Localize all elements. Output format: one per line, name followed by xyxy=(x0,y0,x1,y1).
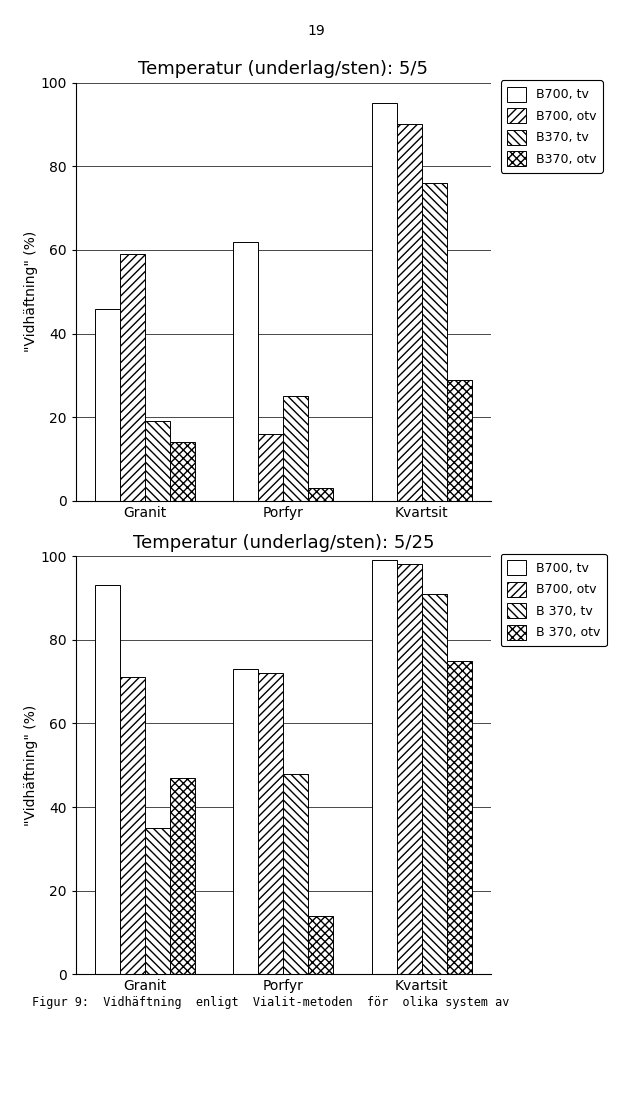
Y-axis label: "Vidhäftning" (%): "Vidhäftning" (%) xyxy=(24,231,38,352)
Bar xyxy=(258,673,283,974)
Legend: B700, tv, B700, otv, B 370, tv, B 370, otv: B700, tv, B700, otv, B 370, tv, B 370, o… xyxy=(501,554,606,646)
Bar xyxy=(422,183,447,501)
Bar xyxy=(372,560,397,974)
Bar xyxy=(308,489,333,501)
Bar xyxy=(447,380,472,501)
Bar xyxy=(170,777,194,974)
Bar xyxy=(308,916,333,974)
Bar xyxy=(120,677,145,974)
Bar xyxy=(422,593,447,974)
Title: Temperatur (underlag/sten): 5/25: Temperatur (underlag/sten): 5/25 xyxy=(132,534,434,552)
Bar xyxy=(283,396,308,501)
Bar xyxy=(95,586,120,974)
Bar xyxy=(372,103,397,501)
Bar xyxy=(95,308,120,501)
Bar xyxy=(145,422,170,501)
Title: Temperatur (underlag/sten): 5/5: Temperatur (underlag/sten): 5/5 xyxy=(138,61,429,78)
Bar xyxy=(258,434,283,501)
Text: Figur 9:  Vidhäftning  enligt  Vialit-metoden  för  olika system av: Figur 9: Vidhäftning enligt Vialit-metod… xyxy=(32,996,509,1010)
Bar xyxy=(120,254,145,501)
Legend: B700, tv, B700, otv, B370, tv, B370, otv: B700, tv, B700, otv, B370, tv, B370, otv xyxy=(501,80,603,173)
Text: 19: 19 xyxy=(308,24,325,39)
Bar xyxy=(447,661,472,974)
Bar xyxy=(145,828,170,974)
Bar xyxy=(397,124,422,501)
Y-axis label: "Vidhäftning" (%): "Vidhäftning" (%) xyxy=(24,705,38,826)
Bar xyxy=(283,774,308,974)
Bar xyxy=(397,565,422,974)
Bar xyxy=(234,241,258,501)
Bar xyxy=(170,443,194,501)
Bar xyxy=(234,669,258,974)
